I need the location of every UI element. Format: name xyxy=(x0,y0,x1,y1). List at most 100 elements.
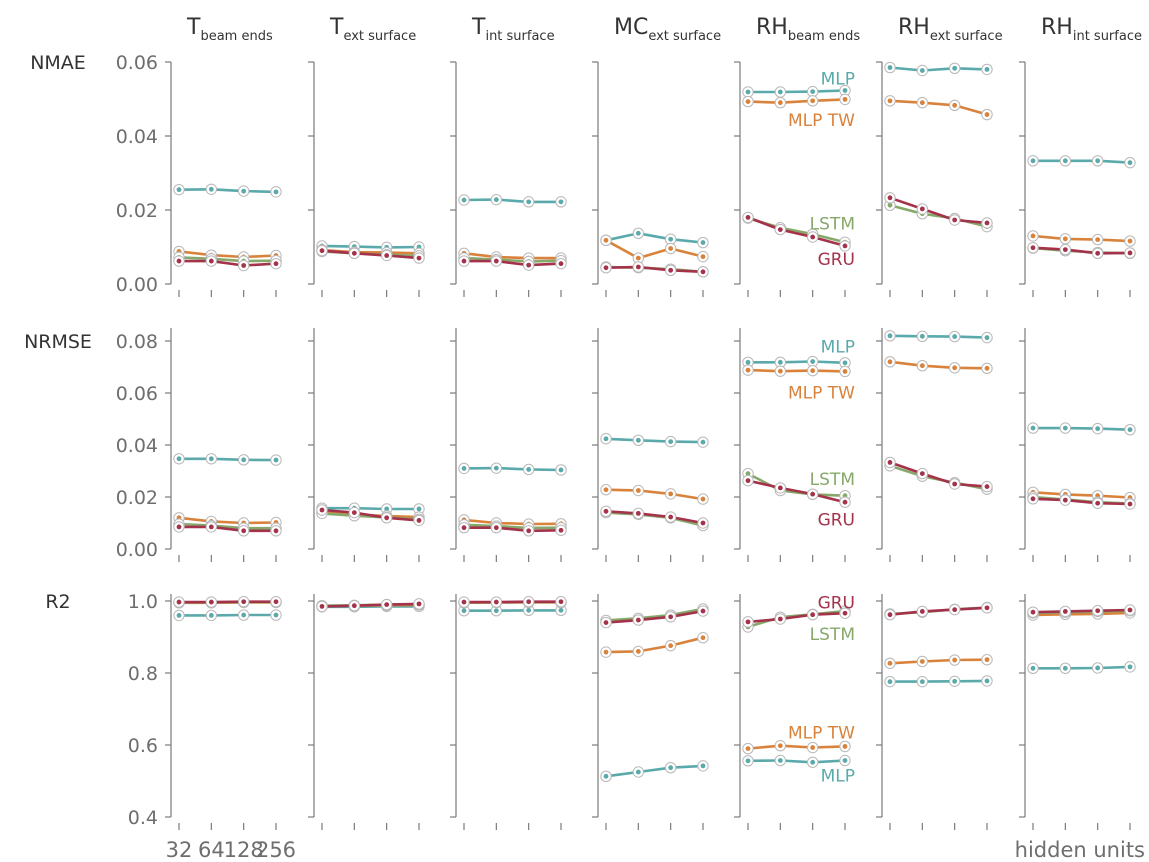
data-point-gru xyxy=(1062,247,1068,252)
data-point-gru xyxy=(700,608,706,614)
y-tick-label: 0.02 xyxy=(116,200,158,222)
data-point-mlp xyxy=(745,89,751,95)
data-point-gru xyxy=(842,610,848,616)
data-point-gru xyxy=(919,206,925,212)
data-point-gru xyxy=(919,471,925,476)
data-point-gru xyxy=(635,617,641,623)
data-point-mlp xyxy=(1062,665,1068,671)
data-point-mlp-tw xyxy=(842,96,848,102)
data-point-gru xyxy=(603,620,609,625)
data-point-gru xyxy=(1030,609,1036,615)
series-line-gru xyxy=(746,479,847,504)
data-point-mlp xyxy=(887,679,893,685)
data-point-mlp-tw xyxy=(777,743,783,749)
data-point-gru xyxy=(241,263,247,268)
data-point-mlp xyxy=(745,758,751,764)
series-line-mlp xyxy=(888,679,989,683)
panel-nmae-3 xyxy=(450,61,567,297)
series-line-gru xyxy=(320,602,421,608)
data-point-mlp xyxy=(1062,158,1068,164)
data-point-gru xyxy=(208,599,214,605)
series-line-mlp-tw xyxy=(1031,611,1132,617)
series-line-mlp-tw xyxy=(1031,234,1132,243)
data-point-mlp xyxy=(1095,158,1101,164)
data-point-gru xyxy=(952,217,958,223)
series-line-mlp xyxy=(604,232,705,244)
data-point-mlp-tw xyxy=(700,254,706,260)
panel-nmae-2 xyxy=(308,61,425,297)
data-point-mlp xyxy=(842,88,848,93)
data-point-gru xyxy=(319,604,325,609)
metric-label-nmae: NMAE xyxy=(30,52,86,74)
series-line-gru xyxy=(462,526,563,533)
data-point-mlp-tw xyxy=(668,246,674,251)
panel-nrmse-3 xyxy=(450,328,567,562)
series-line-mlp xyxy=(1031,159,1132,164)
data-point-gru xyxy=(777,485,783,491)
data-point-mlp-tw xyxy=(919,100,925,106)
data-point-gru xyxy=(384,253,390,258)
data-point-mlp-tw xyxy=(887,98,893,104)
data-point-mlp xyxy=(461,197,467,203)
data-point-mlp xyxy=(810,359,816,364)
data-point-gru xyxy=(842,499,848,505)
panel-nmae-4 xyxy=(592,61,709,297)
data-point-mlp xyxy=(1127,664,1133,670)
data-point-gru xyxy=(635,510,641,516)
data-point-gru xyxy=(984,484,990,489)
data-point-gru xyxy=(1127,250,1133,256)
data-point-mlp-tw xyxy=(952,102,958,108)
panel-nrmse-5: MLP MLP TW LSTM GRU xyxy=(734,328,855,562)
data-point-gru xyxy=(526,262,532,268)
metric-label-r2: R2 xyxy=(45,591,70,613)
data-point-gru xyxy=(319,507,325,513)
metric-label-nrmse: NRMSE xyxy=(24,331,92,353)
data-point-mlp-tw xyxy=(887,359,893,365)
data-point-gru xyxy=(558,261,564,267)
series-line-mlp-tw xyxy=(746,744,847,750)
data-point-gru xyxy=(351,510,357,515)
series-line-mlp xyxy=(888,334,989,339)
column-title-5: RHbeam ends xyxy=(756,15,860,44)
data-point-gru xyxy=(351,603,357,609)
panel-nrmse-6 xyxy=(876,328,993,562)
data-point-mlp-tw xyxy=(603,649,609,655)
panel-nrmse-1 xyxy=(165,328,282,562)
panel-nrmse-7 xyxy=(1019,328,1136,562)
series-label-lstm: LSTM xyxy=(810,625,855,645)
column-title-sub: beam ends xyxy=(788,29,861,44)
data-point-mlp-tw xyxy=(919,363,925,369)
series-line-mlp-tw xyxy=(888,99,989,116)
series-line-mlp xyxy=(1031,426,1132,432)
data-point-mlp xyxy=(526,199,532,205)
data-point-mlp xyxy=(777,758,783,763)
series-line-gru xyxy=(1031,608,1132,614)
data-point-mlp xyxy=(493,465,499,471)
series-line-mlp xyxy=(320,506,421,511)
data-point-mlp-tw xyxy=(984,112,990,117)
data-point-gru xyxy=(745,215,751,220)
series-label-lstm: LSTM xyxy=(810,215,855,235)
data-point-lstm xyxy=(745,471,751,476)
data-point-gru xyxy=(1030,496,1036,502)
data-point-mlp xyxy=(526,607,532,613)
data-point-gru xyxy=(176,524,182,530)
data-point-mlp xyxy=(176,613,182,618)
data-point-mlp xyxy=(416,506,422,512)
panel-nmae-5: MLP MLP TW LSTM GRU xyxy=(734,61,855,297)
series-line-lstm xyxy=(462,256,563,263)
data-point-mlp-tw xyxy=(1030,233,1036,239)
y-tick-label: 0.8 xyxy=(128,663,158,685)
column-title-sub: int surface xyxy=(485,29,554,44)
data-point-mlp xyxy=(984,67,990,72)
data-point-gru xyxy=(745,478,751,484)
series-line-gru xyxy=(888,606,989,617)
data-point-mlp xyxy=(1127,160,1133,166)
data-point-mlp-tw xyxy=(984,365,990,371)
series-line-mlp xyxy=(462,198,563,204)
data-point-mlp xyxy=(700,763,706,769)
series-line-gru xyxy=(1031,246,1132,255)
data-point-gru xyxy=(461,525,467,531)
y-tick-label: 0.00 xyxy=(116,539,158,561)
